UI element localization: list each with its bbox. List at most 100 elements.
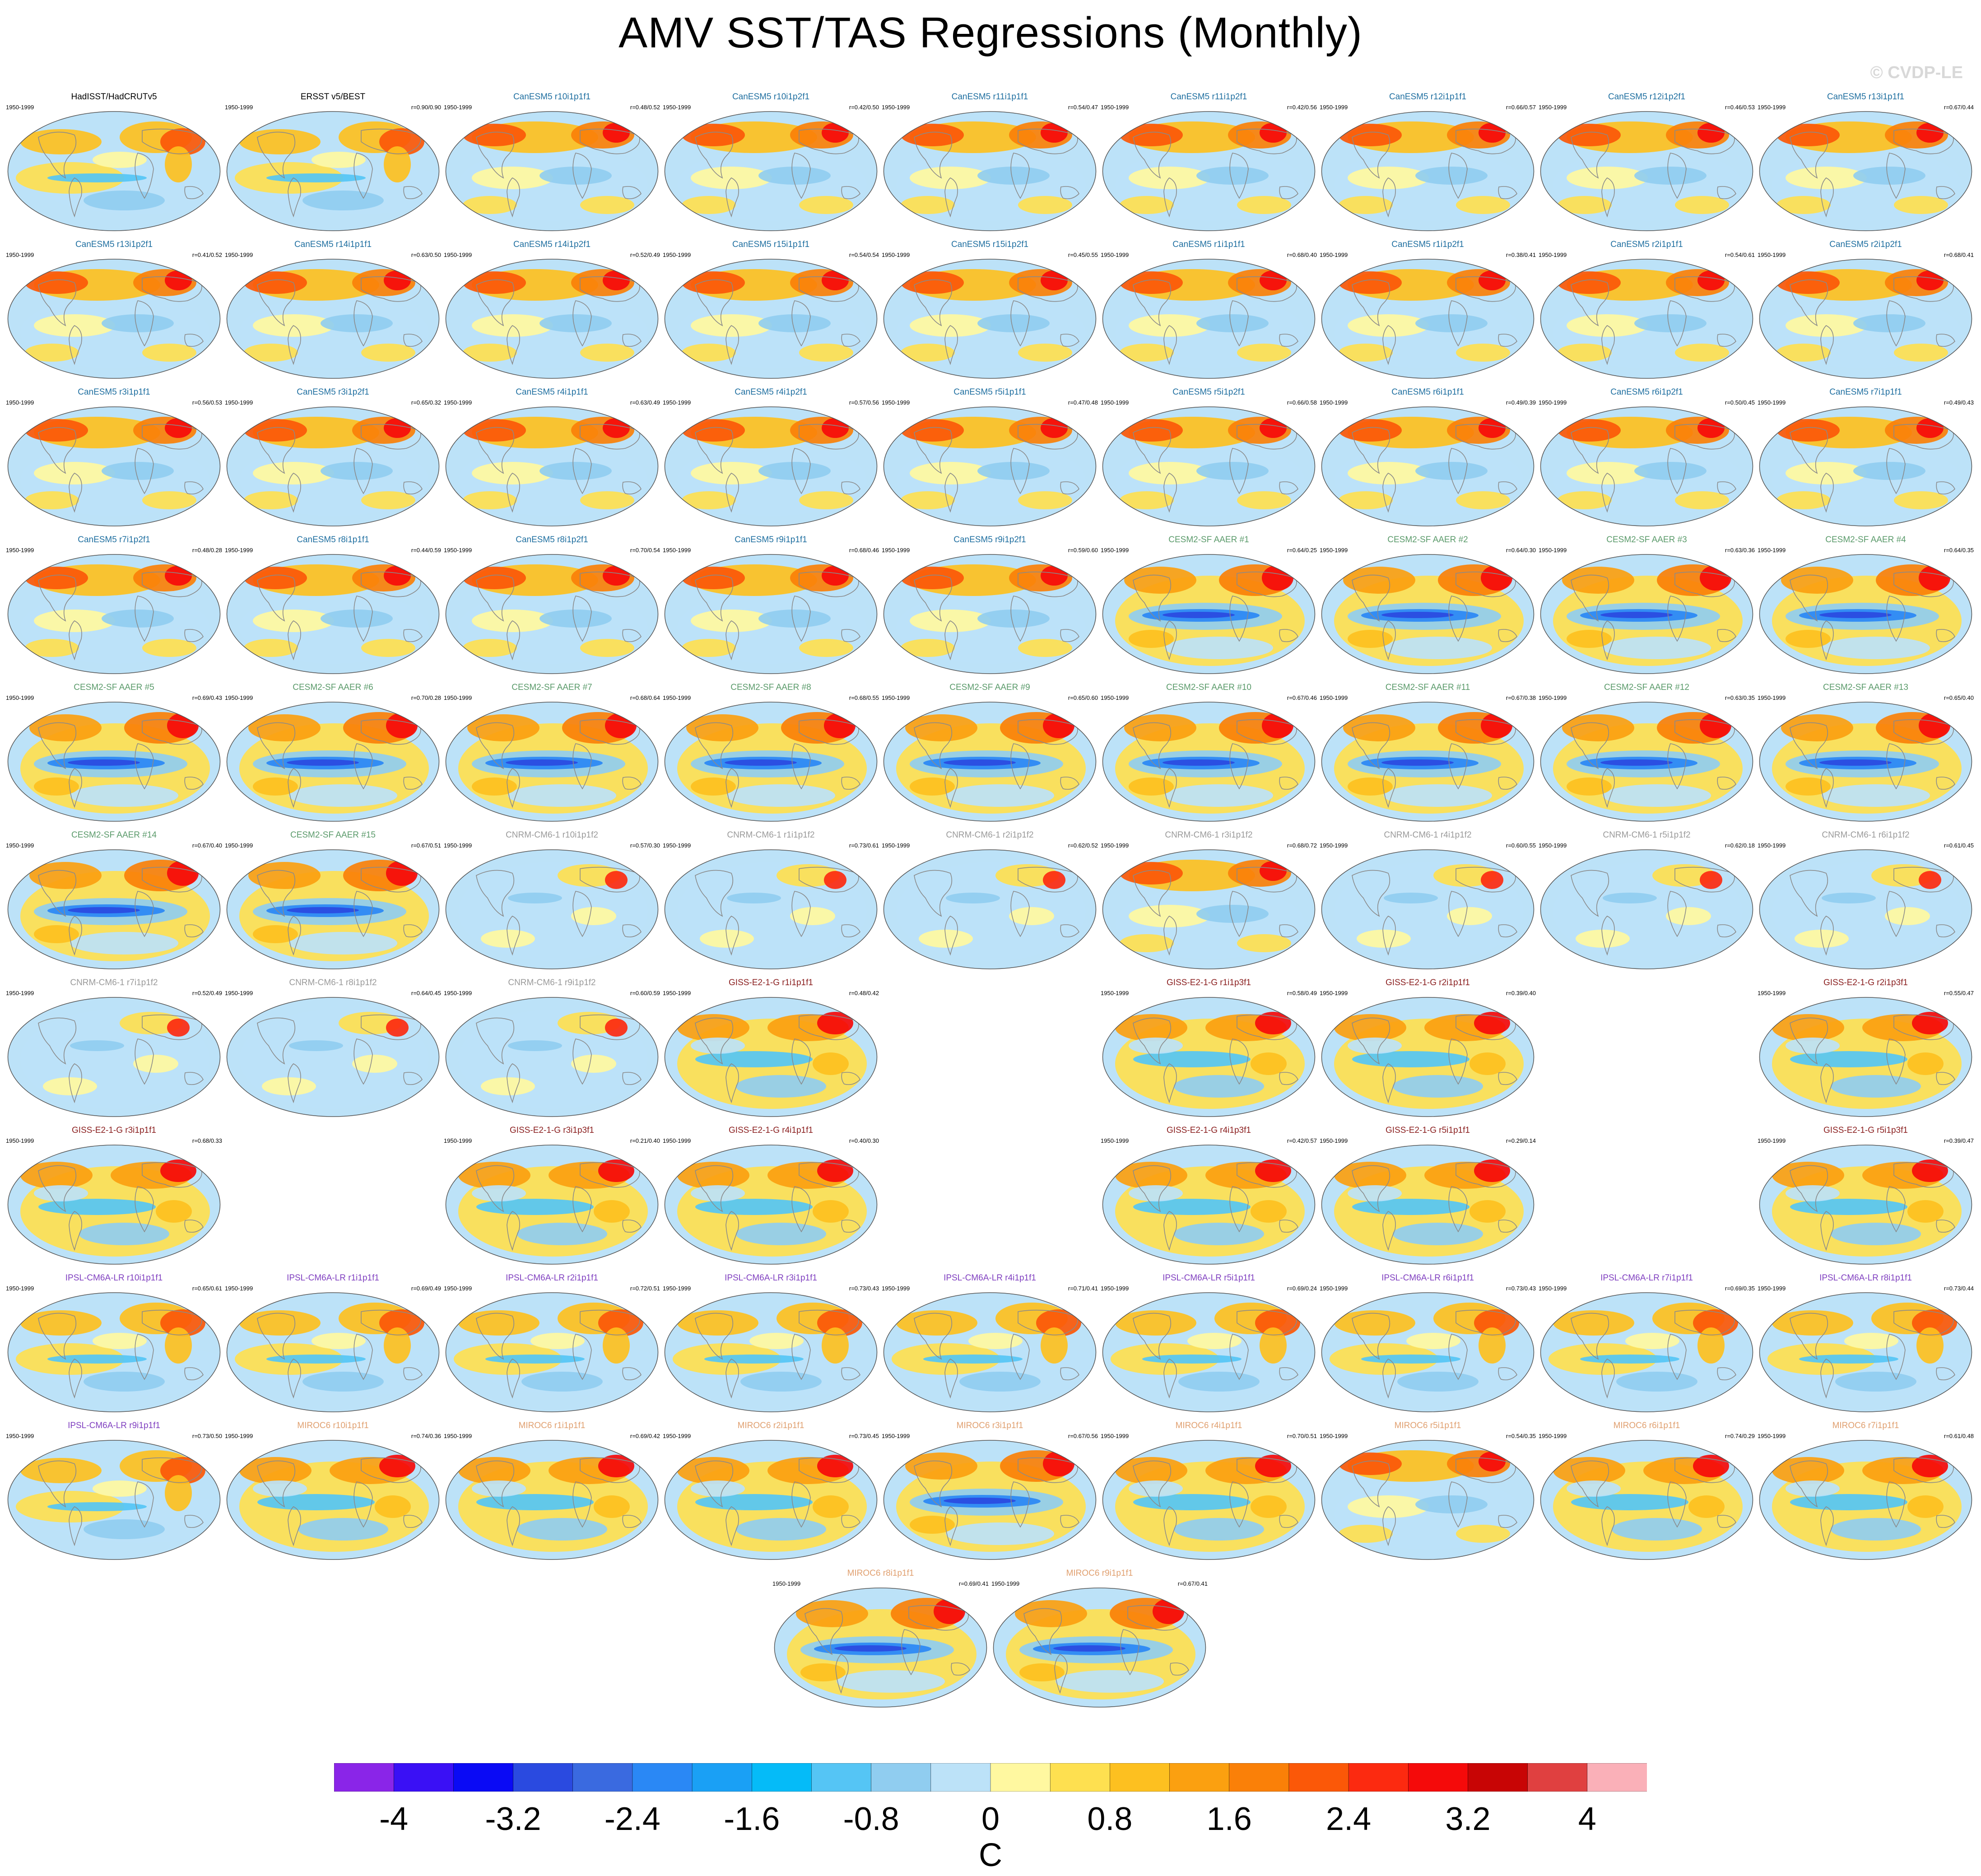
colorbar-tick-label: -2.4 [604,1801,660,1837]
panel-title: CanESM5 r3i1p1f1 [78,387,150,397]
map-field [1321,849,1535,969]
map-field [1321,702,1535,822]
map-panel: MIROC6 r10i1p1f1 1950-1999 r=0.74/0.36 [223,1419,442,1564]
map-field [1540,111,1753,231]
panel-correlation: r=0.42/0.57 [1287,1137,1317,1144]
map-field [1759,997,1972,1117]
panel-period: 1950-1999 [663,251,691,258]
map-field [445,1440,659,1560]
panel-period: 1950-1999 [882,547,910,554]
map-panel: CESM2-SF AAER #2 1950-1999 r=0.64/0.30 [1318,533,1537,678]
panel-correlation: r=0.74/0.29 [1725,1433,1755,1439]
colorbar-swatch [1050,1763,1111,1792]
colorbar-tick-label: -4 [379,1801,409,1837]
colorbar-swatch [1229,1763,1289,1792]
panel-correlation: r=0.71/0.41 [1068,1285,1098,1292]
panel-title: CNRM-CM6-1 r5i1p1f2 [1603,830,1691,840]
panel-correlation: r=0.59/0.60 [1068,547,1098,554]
panel-title: CESM2-SF AAER #15 [290,830,376,840]
panel-period: 1950-1999 [6,990,34,996]
panel-correlation: r=0.42/0.56 [1287,104,1317,111]
panel-period: 1950-1999 [882,251,910,258]
panel-title: IPSL-CM6A-LR r7i1p1f1 [1600,1273,1693,1283]
panel-period: 1950-1999 [663,842,691,849]
map-field [1540,702,1753,822]
panel-correlation: r=0.60/0.59 [630,990,660,996]
chart-title: AMV SST/TAS Regressions (Monthly) [618,9,1363,57]
colorbar-swatch [811,1763,872,1792]
panel-title: GISS-E2-1-G r2i1p3f1 [1823,978,1908,987]
colorbar-swatch [513,1763,573,1792]
panel-title: CanESM5 r9i1p2f1 [953,535,1026,545]
panel-correlation: r=0.63/0.50 [411,251,441,258]
map-field [226,997,440,1117]
panel-period: 1950-1999 [1539,104,1567,111]
panel-correlation: r=0.62/0.18 [1725,842,1755,849]
map-field [664,849,878,969]
map-field [1102,1292,1316,1412]
panel-correlation: r=0.63/0.49 [630,399,660,406]
panel-title: CanESM5 r13i1p1f1 [1827,92,1905,102]
map-panel: IPSL-CM6A-LR r6i1p1f1 1950-1999 r=0.73/0.4… [1318,1271,1537,1416]
panel-correlation: r=0.47/0.48 [1068,399,1098,406]
panel-period: 1950-1999 [663,1285,691,1292]
map-panel: CanESM5 r15i1p2f1 1950-1999 r=0.45/0.55 [880,238,1099,382]
map-panel: CanESM5 r10i1p1f1 1950-1999 r=0.48/0.52 [442,90,661,235]
panel-correlation: r=0.39/0.47 [1944,1137,1974,1144]
panel-title: CanESM5 r6i1p1f1 [1391,387,1464,397]
panel-title: CESM2-SF AAER #12 [1604,683,1690,692]
colorbar-swatch [1527,1763,1588,1792]
panel-title: CNRM-CM6-1 r1i1p1f2 [727,830,815,840]
panel-title: CESM2-SF AAER #14 [71,830,157,840]
panel-correlation: r=0.41/0.52 [192,251,222,258]
map-field [445,554,659,674]
panel-title: IPSL-CM6A-LR r4i1p1f1 [944,1273,1036,1283]
map-field [664,1292,878,1412]
panel-period: 1950-1999 [1758,694,1786,701]
panel-period: 1950-1999 [1320,1285,1348,1292]
panel-period: 1950-1999 [1758,842,1786,849]
map-panel: CNRM-CM6-1 r7i1p1f2 1950-1999 r=0.52/0.49 [5,976,223,1121]
map-panel: GISS-E2-1-G r5i1p1f1 1950-1999 r=0.29/0.14 [1318,1124,1537,1268]
panel-period: 1950-1999 [882,842,910,849]
panel-title: MIROC6 r8i1p1f1 [847,1569,914,1578]
map-field [1102,1440,1316,1560]
map-field [226,111,440,231]
map-panel: GISS-E2-1-G r3i1p1f1 1950-1999 r=0.68/0.33 [5,1124,223,1268]
panel-title: GISS-E2-1-G r1i1p3f1 [1167,978,1251,987]
map-field [1321,1292,1535,1412]
panel-correlation: r=0.64/0.45 [411,990,441,996]
panel-period: 1950-1999 [1101,1137,1129,1144]
panel-correlation: r=0.67/0.38 [1506,694,1536,701]
panel-correlation: r=0.29/0.14 [1506,1137,1536,1144]
map-field [445,111,659,231]
panel-correlation: r=0.61/0.48 [1944,1433,1974,1439]
panel-title: GISS-E2-1-G r4i1p1f1 [729,1126,813,1135]
panel-period: 1950-1999 [444,990,472,996]
panel-correlation: r=0.55/0.47 [1944,990,1974,996]
panel-title: MIROC6 r1i1p1f1 [518,1421,586,1430]
panel-period: 1950-1999 [1320,694,1348,701]
panel-period: 1950-1999 [1101,842,1129,849]
map-field [7,1292,221,1412]
colorbar-tick-label: -0.8 [843,1801,899,1837]
colorbar-tick-label: 3.2 [1445,1801,1491,1837]
panel-period: 1950-1999 [663,399,691,406]
panel-title: CESM2-SF AAER #1 [1168,535,1249,545]
map-panel: GISS-E2-1-G r2i1p3f1 1950-1999 r=0.55/0.47 [1756,976,1975,1121]
map-field [1759,1292,1972,1412]
map-field [664,1145,878,1265]
panel-correlation: r=0.44/0.59 [411,547,441,554]
map-field [1759,554,1972,674]
panel-period: 1950-1999 [225,842,253,849]
panel-title: GISS-E2-1-G r2i1p1f1 [1386,978,1470,987]
map-field [1102,259,1316,379]
panel-correlation: r=0.74/0.36 [411,1433,441,1439]
map-field [1759,111,1972,231]
panel-correlation: r=0.54/0.54 [849,251,879,258]
panel-period: 1950-1999 [1758,990,1786,996]
map-field [664,1440,878,1560]
panel-correlation: r=0.68/0.55 [849,694,879,701]
map-panel: IPSL-CM6A-LR r2i1p1f1 1950-1999 r=0.72/0.5… [442,1271,661,1416]
panel-period: 1950-1999 [1320,399,1348,406]
